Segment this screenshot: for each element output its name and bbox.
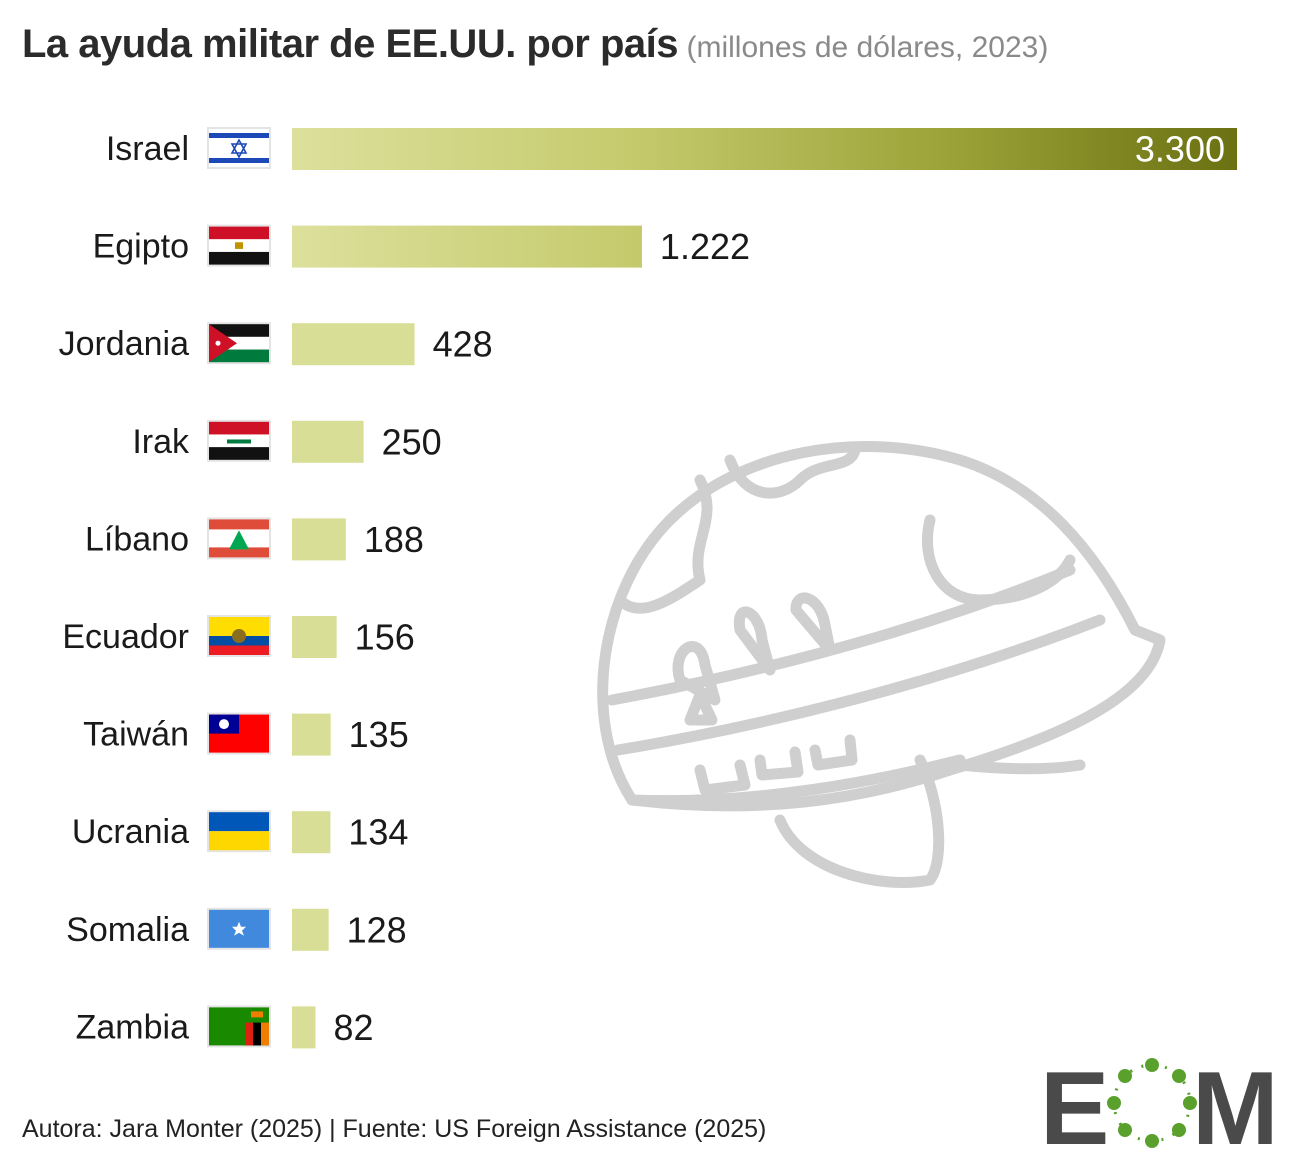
ukraine-flag-icon (207, 810, 271, 853)
value-label: 82 (333, 1007, 373, 1048)
bar (292, 908, 329, 951)
category-label: Líbano (85, 520, 189, 558)
bar (292, 811, 331, 854)
logo-o-dots-icon (1107, 1058, 1197, 1148)
value-label: 134 (348, 812, 408, 853)
category-label: Egipto (93, 228, 189, 266)
value-label: 156 (355, 617, 415, 658)
zambia-flag-icon (207, 1005, 271, 1048)
bar (292, 420, 364, 463)
eom-logo: E M (1040, 1058, 1279, 1150)
value-label: 3.300 (1135, 129, 1225, 170)
footer-credits: Autora: Jara Monter (2025) | Fuente: US … (22, 1115, 767, 1143)
somalia-flag-icon (207, 907, 271, 950)
bar (292, 225, 642, 268)
israel-flag-icon (207, 127, 271, 169)
category-label: Somalia (66, 911, 189, 949)
chart-subtitle: (millones de dólares, 2023) (686, 31, 1049, 64)
value-label: 250 (382, 421, 442, 462)
chart-title-block: La ayuda militar de EE.UU. por país (mil… (22, 22, 1048, 67)
iraq-flag-icon (207, 419, 271, 462)
lebanon-flag-icon (207, 517, 271, 560)
ecuador-flag-icon (207, 615, 271, 657)
egypt-flag-icon (207, 224, 271, 267)
category-label: Israel (106, 130, 189, 168)
bar (292, 616, 337, 658)
category-label: Taiwán (83, 716, 189, 754)
category-label: Ecuador (62, 618, 189, 656)
bar (292, 1006, 316, 1049)
bar (292, 128, 1237, 170)
category-label: Jordania (59, 325, 190, 363)
chart-title: La ayuda militar de EE.UU. por país (22, 22, 679, 66)
category-label: Zambia (76, 1008, 189, 1046)
value-label: 128 (347, 909, 407, 950)
value-label: 188 (364, 519, 424, 560)
bar (292, 713, 331, 756)
svg-text:E: E (1040, 1058, 1109, 1150)
jordan-flag-icon (207, 322, 271, 365)
helmet-icon (597, 441, 1166, 888)
svg-text:M: M (1192, 1058, 1279, 1150)
bar (292, 518, 346, 561)
bar (292, 323, 415, 366)
taiwan-flag-icon (207, 712, 271, 755)
value-label: 428 (433, 324, 493, 365)
category-label: Ucrania (72, 813, 189, 851)
category-label: Irak (132, 423, 190, 461)
value-label: 135 (349, 714, 409, 755)
value-label: 1.222 (660, 226, 750, 267)
